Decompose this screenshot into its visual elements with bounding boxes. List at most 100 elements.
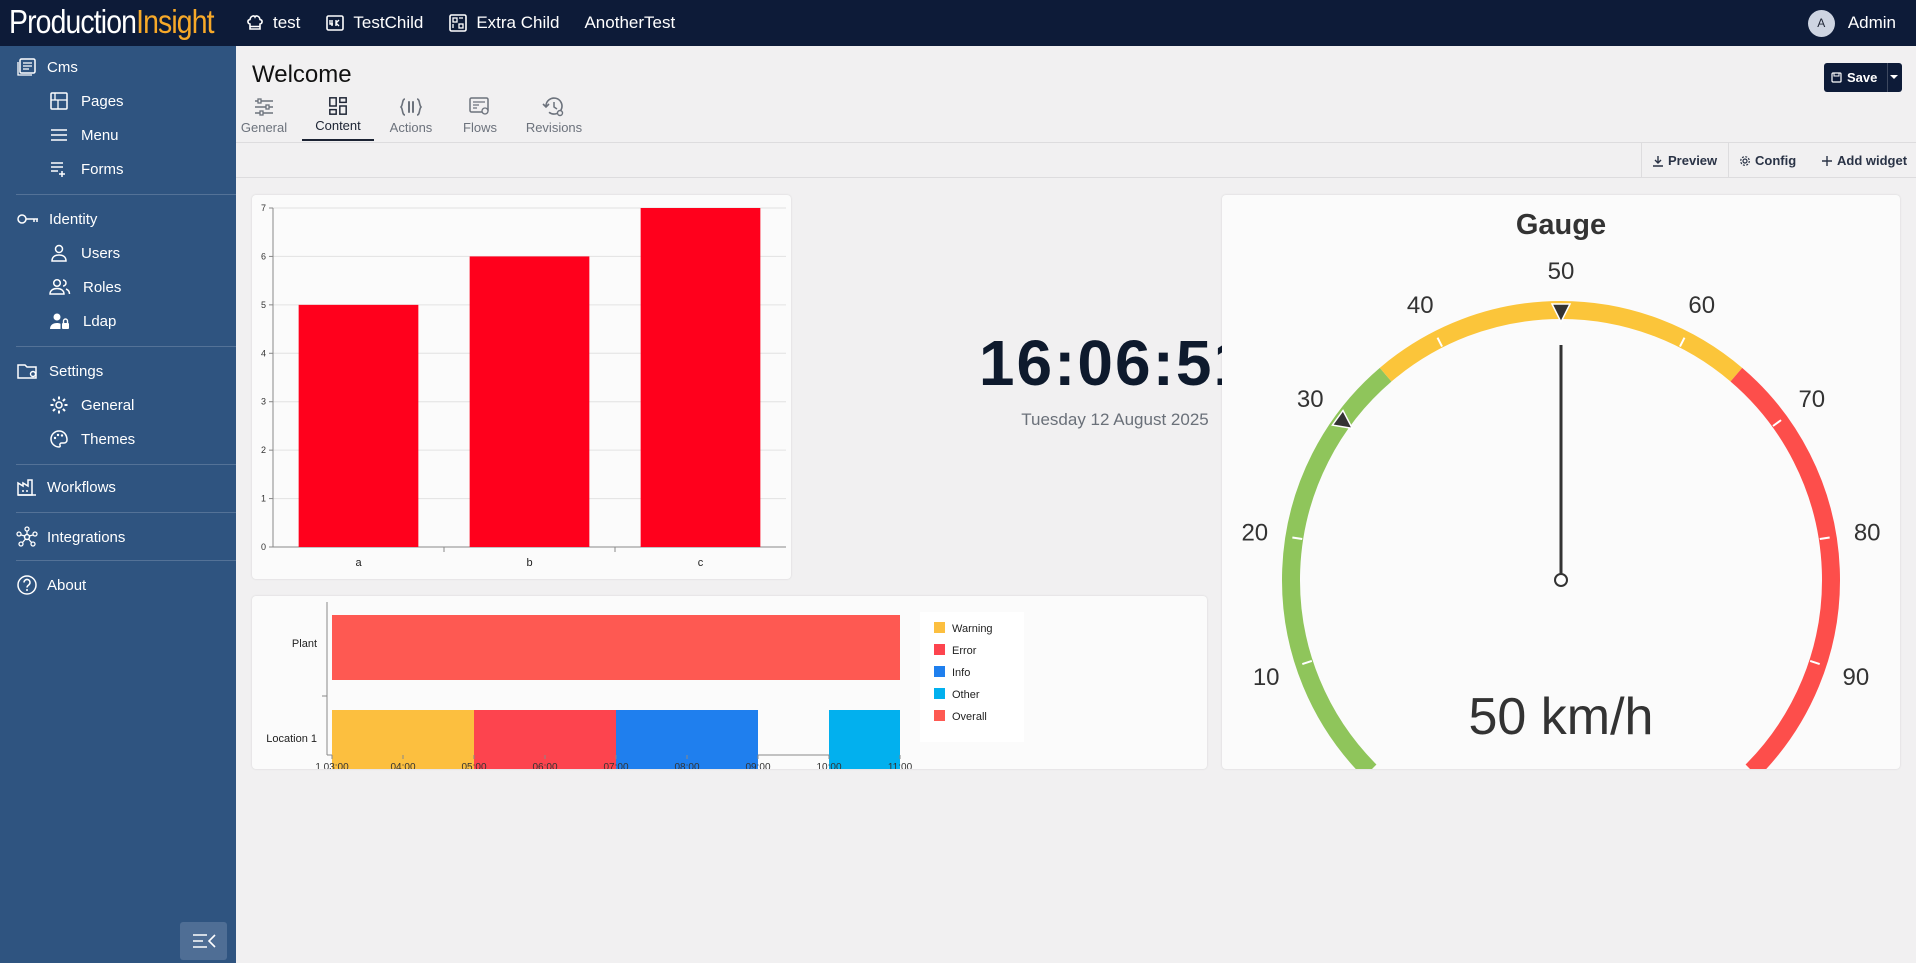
sidebar-section-about[interactable]: About bbox=[16, 574, 86, 596]
gauge-tick-label: 70 bbox=[1798, 386, 1825, 413]
y-tick-label: 0 bbox=[261, 542, 266, 552]
y-tick-label: 5 bbox=[261, 300, 266, 310]
logo-text-1: Production bbox=[9, 3, 137, 40]
bar-b bbox=[469, 256, 590, 547]
sidebar-section-workflows[interactable]: Workflows bbox=[16, 477, 116, 497]
segment-overall bbox=[332, 615, 900, 680]
user-name: Admin bbox=[1847, 13, 1896, 32]
sidebar-label: Forms bbox=[81, 160, 124, 178]
y-tick-label: 6 bbox=[261, 251, 266, 261]
save-dropdown-icon[interactable] bbox=[1890, 75, 1898, 79]
tab-general[interactable]: General bbox=[240, 96, 288, 141]
legend-swatch bbox=[934, 710, 945, 721]
topnav-item-test[interactable]: test bbox=[245, 13, 300, 33]
sidebar: Cms Pages Menu Forms Identity Users Role… bbox=[0, 46, 236, 963]
sidebar-item-menu[interactable]: Menu bbox=[49, 125, 119, 145]
gauge-chart: Gauge010203040506070809010050 km/h bbox=[1241, 209, 1880, 814]
sidebar-collapse-button[interactable] bbox=[180, 922, 227, 960]
bar-c bbox=[640, 208, 761, 547]
gear-icon bbox=[50, 396, 68, 414]
topnav-item-testchild[interactable]: TestChild bbox=[325, 13, 423, 33]
sidebar-section-identity[interactable]: Identity bbox=[16, 209, 97, 229]
sidebar-item-ldap[interactable]: Ldap bbox=[49, 311, 116, 331]
gauge-tick-label: 90 bbox=[1842, 664, 1869, 691]
legend-swatch bbox=[934, 644, 945, 655]
gauge-widget: Gauge010203040506070809010050 km/h bbox=[1222, 195, 1900, 814]
sidebar-label: Users bbox=[81, 244, 121, 262]
tab-label: General bbox=[240, 120, 288, 135]
topnav-item-anothertest[interactable]: AnotherTest bbox=[584, 13, 675, 33]
gauge-marker bbox=[1331, 409, 1354, 430]
gauge-title: Gauge bbox=[1516, 209, 1606, 241]
app-logo[interactable]: ProductionInsight bbox=[9, 3, 215, 41]
folder-settings-icon bbox=[17, 364, 37, 379]
sidebar-item-users[interactable]: Users bbox=[49, 243, 120, 263]
bar-chart-widget: 0 1 2 3 4 5 6 7 a b c bbox=[252, 195, 791, 579]
sidebar-item-general[interactable]: General bbox=[49, 395, 134, 415]
sidebar-item-themes[interactable]: Themes bbox=[49, 429, 135, 449]
sidebar-label: Ldap bbox=[83, 312, 117, 330]
sidebar-item-roles[interactable]: Roles bbox=[49, 277, 121, 297]
topnav-item-extra-child[interactable]: Extra Child bbox=[448, 13, 559, 33]
save-button[interactable]: Save bbox=[1824, 63, 1902, 92]
gauge-tick bbox=[1809, 660, 1820, 666]
gauge-tick bbox=[1679, 337, 1686, 348]
add-widget-button[interactable]: Add widget bbox=[1811, 143, 1915, 178]
tune-icon bbox=[255, 98, 273, 116]
x-tick-label: 09:00 bbox=[745, 762, 770, 769]
tab-content[interactable]: Content bbox=[302, 96, 374, 141]
top-nav: test TestChild Extra Child AnotherTest bbox=[245, 0, 700, 46]
sidebar-section-integrations[interactable]: Integrations bbox=[16, 526, 125, 548]
tab-bar: General Content Actions Flows Revisions bbox=[240, 96, 584, 141]
config-button[interactable]: Config bbox=[1728, 143, 1804, 178]
sidebar-item-forms[interactable]: Forms bbox=[49, 159, 124, 179]
sidebar-label: Roles bbox=[83, 278, 122, 296]
factory-icon bbox=[17, 479, 36, 496]
gauge-tick-label: 10 bbox=[1253, 664, 1280, 691]
article-icon bbox=[17, 58, 36, 76]
gauge-tick-label: 60 bbox=[1688, 292, 1715, 319]
x-tick-label: 08:00 bbox=[674, 762, 699, 769]
sidebar-divider bbox=[16, 346, 236, 347]
gauge-tick-label: 30 bbox=[1297, 386, 1324, 413]
x-tick-label: a bbox=[355, 557, 362, 569]
data-object-icon bbox=[399, 98, 423, 116]
top-bar: ProductionInsight test TestChild Extra C… bbox=[0, 0, 1916, 46]
tab-label: Revisions bbox=[525, 120, 583, 135]
legend-swatch bbox=[934, 688, 945, 699]
sidebar-item-pages[interactable]: Pages bbox=[49, 91, 124, 111]
sidebar-label: Integrations bbox=[47, 528, 126, 546]
tab-actions[interactable]: Actions bbox=[386, 96, 436, 141]
list-add-icon bbox=[51, 162, 65, 177]
sidebar-label: Settings bbox=[49, 362, 104, 380]
tab-flows[interactable]: Flows bbox=[458, 96, 502, 141]
legend-swatch bbox=[934, 666, 945, 677]
sidebar-section-settings[interactable]: Settings bbox=[16, 361, 103, 381]
sidebar-label: General bbox=[81, 396, 135, 414]
topnav-label: test bbox=[273, 13, 301, 32]
y-tick-label: 4 bbox=[261, 348, 266, 358]
x-tick-label: 1 03:00 bbox=[315, 762, 349, 769]
plus-icon bbox=[1822, 155, 1832, 166]
gauge-marker bbox=[1550, 303, 1572, 324]
preview-label: Preview bbox=[1668, 153, 1718, 168]
y-tick-label: 1 bbox=[261, 494, 266, 504]
legend-label: Error bbox=[952, 645, 977, 657]
tab-label: Actions bbox=[389, 120, 433, 135]
avatar: A bbox=[1807, 9, 1835, 37]
sidebar-section-cms[interactable]: Cms bbox=[16, 57, 78, 77]
4k-icon bbox=[326, 15, 345, 31]
row-label: Location 1 bbox=[266, 733, 317, 745]
save-icon bbox=[1831, 72, 1842, 83]
preview-button[interactable]: Preview bbox=[1641, 143, 1725, 178]
sidebar-label: Cms bbox=[47, 58, 78, 76]
sidebar-label: Identity bbox=[49, 210, 98, 228]
tab-revisions[interactable]: Revisions bbox=[524, 96, 584, 141]
gauge-tick-label: 20 bbox=[1241, 520, 1268, 547]
sidebar-label: Menu bbox=[81, 126, 119, 144]
x-tick-label: 07:00 bbox=[603, 762, 628, 769]
bar-a bbox=[298, 304, 419, 547]
user-menu[interactable]: A Admin bbox=[1807, 0, 1896, 46]
palette-icon bbox=[50, 430, 68, 448]
gear-icon bbox=[1740, 155, 1750, 166]
